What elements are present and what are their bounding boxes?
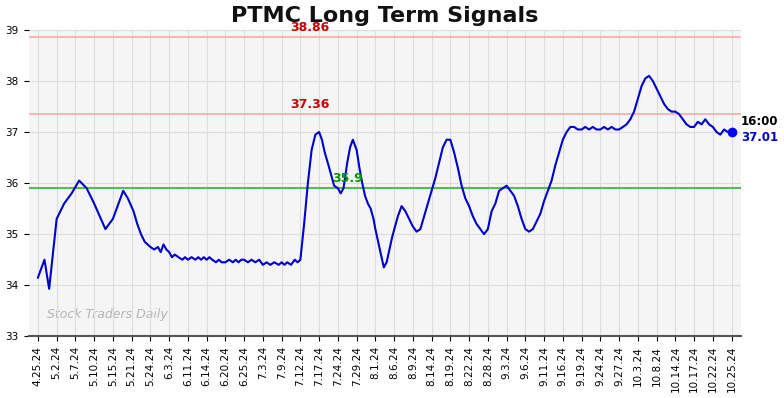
Text: 37.01: 37.01: [741, 131, 778, 144]
Text: 35.9: 35.9: [332, 172, 363, 185]
Text: Stock Traders Daily: Stock Traders Daily: [47, 308, 168, 321]
Text: 16:00: 16:00: [741, 115, 779, 128]
Title: PTMC Long Term Signals: PTMC Long Term Signals: [231, 6, 539, 25]
Text: 38.86: 38.86: [290, 21, 329, 34]
Text: 37.36: 37.36: [290, 98, 329, 111]
